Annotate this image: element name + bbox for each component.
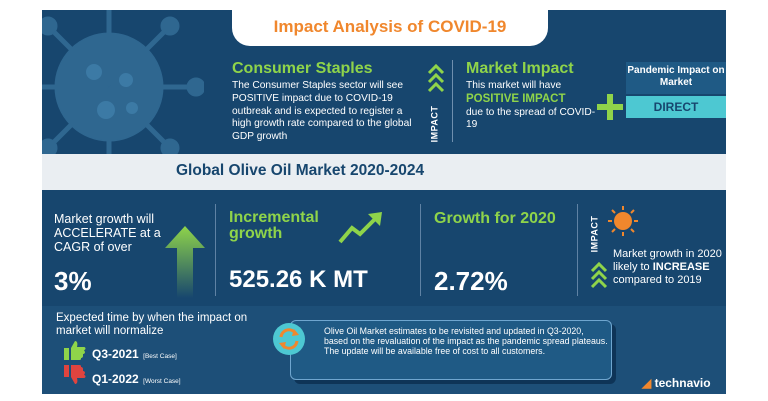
divider xyxy=(452,60,453,142)
incremental-value: 525.26 K MT xyxy=(229,266,368,293)
growth-2020-label: Growth for 2020 xyxy=(434,210,556,227)
market-title: Global Olive Oil Market 2020-2024 xyxy=(176,162,425,179)
technavio-logo: ◢ technavio xyxy=(642,376,711,390)
best-case-tag: [Best Case] xyxy=(143,353,177,360)
chevrons-up-icon xyxy=(590,261,608,289)
market-growth-line1: Market growth in 2020 likely to xyxy=(613,248,722,273)
expected-time-label: Expected time by when the impact on mark… xyxy=(56,312,248,337)
pandemic-impact-label: Pandemic Impact on Market xyxy=(626,62,726,94)
update-note: Olive Oil Market estimates to be revisit… xyxy=(324,326,608,357)
consumer-staples-text: The Consumer Staples sector will see POS… xyxy=(232,80,412,143)
stats-section xyxy=(42,190,726,306)
market-growth-line2: compared to 2019 xyxy=(613,274,702,286)
incremental-label: Incremental growth xyxy=(229,209,319,242)
refresh-icon xyxy=(273,323,305,355)
market-growth-note: Market growth in 2020 likely to INCREASE… xyxy=(613,248,723,287)
plus-icon xyxy=(597,94,623,120)
title-banner: Impact Analysis of COVID-19 xyxy=(232,10,548,46)
best-case-quarter: Q3-2021 xyxy=(92,347,139,361)
virus-icon xyxy=(42,10,204,154)
impact-label: IMPACT xyxy=(589,215,600,253)
impact-vertical-label: IMPACT xyxy=(428,106,442,146)
divider xyxy=(577,204,578,296)
consumer-staples-heading: Consumer Staples xyxy=(232,60,373,77)
covid-impact-section: Impact Analysis of COVID-19 Consumer Sta… xyxy=(42,10,726,154)
chevrons-up-icon xyxy=(427,63,445,93)
thumbs-down-icon xyxy=(64,365,86,384)
worst-case-line: Q1-2022 [Worst Case] xyxy=(92,370,181,388)
thumbs-up-icon xyxy=(64,341,86,360)
market-impact-heading: Market Impact xyxy=(466,60,574,77)
market-impact-text: This market will have POSITIVE IMPACT du… xyxy=(466,80,606,132)
growth-label: Market growth will ACCELERATE at a CAGR … xyxy=(54,212,161,254)
pandemic-impact-value: DIRECT xyxy=(626,96,726,118)
note-box xyxy=(290,320,612,380)
divider xyxy=(215,204,216,296)
trend-up-icon xyxy=(338,212,382,244)
brand-name: technavio xyxy=(654,376,711,390)
worst-case-quarter: Q1-2022 xyxy=(92,372,139,386)
market-impact-line2: due to the spread of COVID-19 xyxy=(466,106,596,131)
worst-case-tag: [Worst Case] xyxy=(143,378,181,385)
arrow-up-icon xyxy=(165,226,205,298)
impact-label: IMPACT xyxy=(429,105,440,143)
market-impact-line1: This market will have xyxy=(466,80,562,91)
market-growth-emph: INCREASE xyxy=(652,261,710,273)
infographic: Impact Analysis of COVID-19 Consumer Sta… xyxy=(42,10,726,394)
growth-2020-value: 2.72% xyxy=(434,266,508,296)
divider xyxy=(420,204,421,296)
logo-mark-icon: ◢ xyxy=(642,376,652,390)
impact-vertical-label: IMPACT xyxy=(588,216,602,256)
page-title: Impact Analysis of COVID-19 xyxy=(273,17,507,36)
market-impact-highlight: POSITIVE IMPACT xyxy=(466,92,566,105)
growth-value: 3% xyxy=(54,266,92,296)
sun-icon xyxy=(608,206,638,236)
best-case-line: Q3-2021 [Best Case] xyxy=(92,345,177,363)
market-title-band: Global Olive Oil Market 2020-2024 xyxy=(42,154,726,190)
